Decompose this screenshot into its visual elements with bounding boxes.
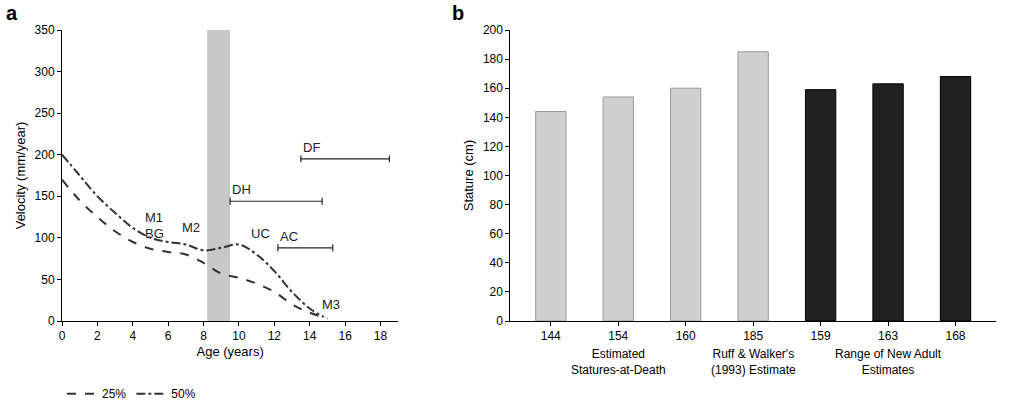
svg-text:18: 18 [374, 329, 388, 343]
svg-text:6: 6 [165, 329, 172, 343]
svg-text:M1: M1 [145, 210, 163, 225]
svg-text:100: 100 [35, 231, 55, 245]
svg-text:DF: DF [303, 140, 320, 155]
svg-text:40: 40 [490, 256, 504, 270]
svg-text:12: 12 [268, 329, 282, 343]
svg-text:Stature (cm): Stature (cm) [461, 140, 476, 212]
svg-text:0: 0 [59, 329, 66, 343]
svg-text:163: 163 [878, 329, 898, 343]
svg-text:160: 160 [676, 329, 696, 343]
svg-text:0: 0 [496, 314, 503, 328]
svg-text:10: 10 [232, 329, 246, 343]
svg-text:180: 180 [483, 52, 503, 66]
svg-text:M3: M3 [322, 297, 340, 312]
svg-text:AC: AC [280, 229, 298, 244]
svg-text:20: 20 [490, 285, 504, 299]
svg-text:250: 250 [35, 106, 55, 120]
svg-text:185: 185 [743, 329, 763, 343]
svg-text:a: a [6, 2, 18, 24]
svg-text:Range of New AdultEstimates: Range of New AdultEstimates [835, 347, 942, 377]
svg-text:159: 159 [811, 329, 831, 343]
svg-text:200: 200 [35, 148, 55, 162]
svg-text:350: 350 [35, 23, 55, 37]
svg-text:DH: DH [232, 182, 251, 197]
svg-text:0: 0 [48, 314, 55, 328]
svg-text:Ruff & Walker's(1993) Estimate: Ruff & Walker's(1993) Estimate [711, 347, 796, 377]
svg-text:150: 150 [35, 189, 55, 203]
svg-text:160: 160 [483, 81, 503, 95]
svg-text:16: 16 [338, 329, 352, 343]
svg-text:Velocity (mm/year): Velocity (mm/year) [13, 122, 28, 230]
svg-text:b: b [452, 2, 464, 24]
svg-text:168: 168 [946, 329, 966, 343]
svg-text:25%: 25% [102, 387, 126, 401]
svg-text:14: 14 [303, 329, 317, 343]
svg-text:100: 100 [483, 169, 503, 183]
svg-text:144: 144 [541, 329, 561, 343]
svg-text:200: 200 [483, 23, 503, 37]
svg-text:154: 154 [608, 329, 628, 343]
svg-text:UC: UC [251, 226, 270, 241]
svg-text:60: 60 [490, 227, 504, 241]
svg-text:50%: 50% [171, 387, 195, 401]
svg-text:300: 300 [35, 65, 55, 79]
svg-text:140: 140 [483, 111, 503, 125]
svg-text:8: 8 [200, 329, 207, 343]
svg-text:50: 50 [41, 273, 55, 287]
svg-text:BG: BG [145, 226, 164, 241]
svg-text:80: 80 [490, 198, 504, 212]
svg-text:120: 120 [483, 140, 503, 154]
svg-text:EstimatedStatures-at-Death: EstimatedStatures-at-Death [571, 347, 666, 377]
svg-text:M2: M2 [182, 220, 200, 235]
svg-text:Age (years): Age (years) [197, 344, 264, 359]
svg-text:4: 4 [129, 329, 136, 343]
svg-text:2: 2 [94, 329, 101, 343]
